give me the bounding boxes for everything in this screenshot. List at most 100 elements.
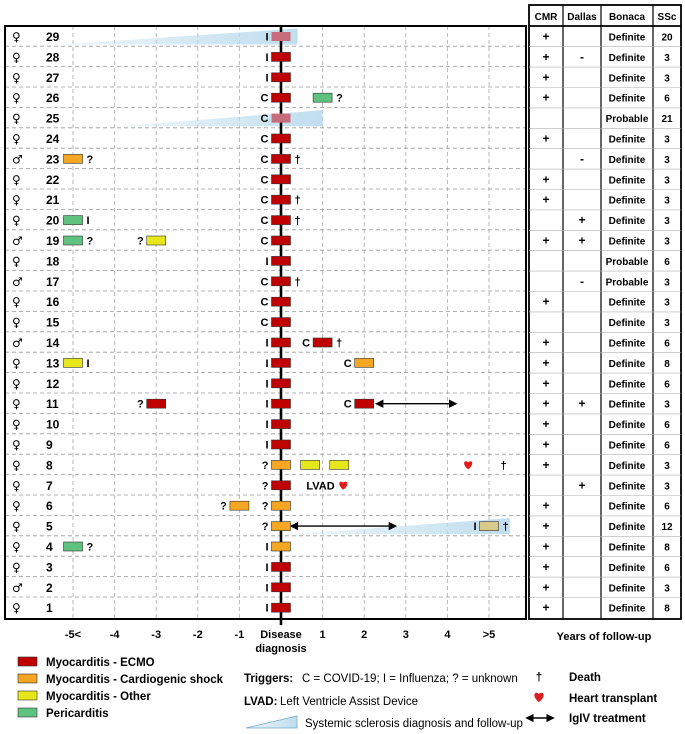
event-bar (146, 235, 166, 246)
table-column-header: Bonaca (609, 12, 646, 23)
table-cell: + (542, 50, 549, 64)
table-cell: 3 (664, 583, 670, 594)
trigger-label: I (265, 338, 268, 350)
table-cell: Definite (609, 53, 646, 64)
table-cell: 6 (664, 420, 670, 431)
legend-swatch (17, 656, 38, 667)
event-bar (271, 215, 291, 225)
patient-sex: ♀ (12, 132, 21, 146)
patient-sex: ♀ (12, 601, 21, 615)
patient-sex: ♀ (12, 540, 21, 554)
table-cell: + (542, 580, 549, 594)
patient-id: 13 (46, 356, 60, 370)
event-bar (479, 521, 499, 531)
event-bar (271, 460, 291, 470)
patient-id: 23 (46, 152, 60, 166)
trigger-label: C (261, 317, 269, 329)
table-cell: 3 (664, 155, 670, 166)
patient-id: 8 (46, 458, 53, 472)
chart-panel-border (4, 25, 527, 620)
table-cell: 20 (661, 33, 673, 44)
legend-swatch (17, 707, 38, 718)
table-cell: + (542, 132, 549, 146)
table-column-header: SSc (658, 12, 677, 23)
table-cell: 3 (664, 237, 670, 248)
table-cell: 3 (664, 216, 670, 227)
heart-transplant-icon (464, 461, 473, 470)
event-bar (329, 460, 350, 470)
table-cell: Definite (609, 135, 646, 146)
x-tick-label: 3 (403, 629, 409, 641)
patient-id: 29 (46, 30, 60, 44)
patient-id: 6 (46, 499, 53, 513)
trigger-label: C (261, 134, 269, 146)
event-bar (271, 398, 291, 409)
table-cell: + (542, 295, 549, 309)
trigger-label: I (265, 440, 268, 452)
table-cell: 3 (664, 298, 670, 309)
table-cell: + (578, 397, 585, 411)
trigger-label: ? (220, 501, 227, 513)
event-bar (271, 337, 291, 348)
table-cell: + (542, 356, 549, 370)
event-bar (354, 358, 375, 368)
trigger-label: C (261, 174, 269, 186)
table-cell: Probable (606, 257, 649, 268)
patient-sex: ♂ (12, 234, 23, 248)
table-cell: Definite (609, 175, 646, 186)
patient-sex: ♀ (12, 71, 21, 85)
lvad-label: LVAD (306, 480, 334, 492)
x-tick-label: 1 (320, 629, 326, 641)
patient-sex: ♀ (12, 254, 21, 268)
table-cell: Definite (609, 216, 646, 227)
legend-ssc-wedge (245, 715, 298, 729)
patient-id: 7 (46, 479, 53, 493)
patient-sex: ♀ (12, 173, 21, 187)
event-bar (271, 480, 291, 491)
table-cell: + (542, 376, 549, 390)
table-cell: Definite (609, 604, 646, 615)
trigger-label: C (261, 195, 269, 207)
legend-triggers-text: C = COVID-19; I = Influenza; ? = unknown (302, 673, 518, 685)
table-cell: 6 (664, 379, 670, 390)
patient-id: 17 (46, 275, 60, 289)
table-cell: 3 (664, 73, 670, 84)
trigger-label: I (87, 215, 90, 227)
table-cell: 3 (664, 461, 670, 472)
patient-id: 3 (46, 560, 53, 574)
trigger-label: I (265, 562, 268, 574)
event-bar (271, 154, 291, 164)
trigger-label: C (261, 215, 269, 227)
legend-swatch (17, 673, 38, 684)
event-bar (271, 235, 291, 246)
patient-id: 28 (46, 50, 60, 64)
event-bar (271, 317, 291, 327)
trigger-label: C (261, 297, 269, 309)
table-cell: Definite (609, 420, 646, 431)
table-cell: Definite (609, 33, 646, 44)
trigger-label: ? (336, 93, 343, 105)
table-cell: + (542, 601, 549, 615)
x-tick-label: 2 (361, 629, 367, 641)
table-cell: Definite (609, 298, 646, 309)
event-bar (271, 174, 291, 185)
patient-id: 10 (46, 418, 60, 432)
trigger-label: ? (87, 236, 94, 248)
event-bar (271, 133, 291, 144)
x-axis-title: Years of follow-up (557, 631, 652, 643)
trigger-label: ? (137, 236, 144, 248)
event-bar (271, 378, 291, 389)
death-marker: † (336, 338, 342, 350)
patient-sex: ♀ (12, 91, 21, 105)
table-cell: + (542, 438, 549, 452)
trigger-label: C (302, 338, 310, 350)
legend-triggers-title: Triggers: (244, 673, 293, 685)
table-cell: Definite (609, 461, 646, 472)
table-cell: Definite (609, 543, 646, 554)
event-bar (271, 521, 291, 531)
table-cell: 3 (664, 400, 670, 411)
trigger-label: ? (262, 480, 269, 492)
patient-sex: ♀ (12, 458, 21, 472)
legend-igiv-label: IgIV treatment (569, 713, 646, 725)
event-bar (271, 439, 291, 450)
